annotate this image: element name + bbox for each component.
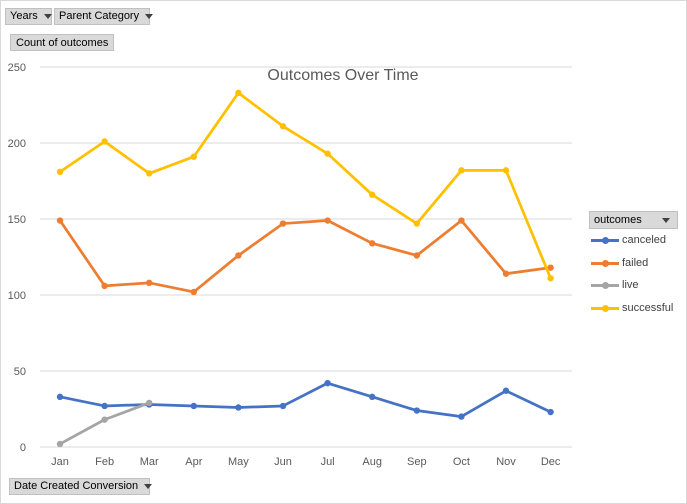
- years-filter-button[interactable]: Years: [5, 8, 52, 25]
- data-point-canceled: [458, 413, 465, 420]
- chevron-down-icon: [662, 218, 670, 223]
- parent-category-filter-button[interactable]: Parent Category: [54, 8, 154, 25]
- x-tick-label: Jun: [274, 456, 292, 468]
- data-point-failed: [547, 264, 554, 271]
- data-point-failed: [235, 252, 242, 259]
- legend-label: successful: [622, 301, 674, 314]
- legend-item-canceled: canceled: [591, 233, 666, 247]
- legend-swatch: [591, 301, 619, 315]
- chart-title: Outcomes Over Time: [267, 67, 418, 84]
- legend-swatch: [591, 233, 619, 247]
- data-point-successful: [502, 167, 510, 174]
- data-point-failed: [56, 217, 64, 224]
- data-point-successful: [279, 123, 287, 130]
- data-point-live: [56, 440, 64, 448]
- legend-label: live: [622, 279, 639, 291]
- y-tick-label: 50: [14, 366, 26, 378]
- data-point-successful: [101, 138, 108, 145]
- data-point-successful: [190, 153, 197, 160]
- x-tick-label: Feb: [95, 456, 114, 468]
- legend-label: failed: [622, 256, 649, 269]
- legend-swatch: [591, 256, 619, 270]
- y-tick-label: 200: [8, 138, 26, 150]
- chevron-down-icon: [145, 14, 154, 19]
- x-tick-label: Mar: [140, 456, 159, 468]
- data-point-failed: [101, 282, 108, 290]
- data-point-failed: [413, 252, 420, 259]
- data-point-canceled: [56, 393, 64, 401]
- data-point-failed: [324, 217, 331, 224]
- y-tick-label: 250: [8, 62, 26, 74]
- y-tick-label: 0: [20, 442, 26, 454]
- series-line-canceled: [58, 381, 552, 418]
- legend-item-failed: failed: [591, 256, 648, 270]
- data-point-canceled: [413, 407, 420, 414]
- data-point-successful: [56, 168, 64, 176]
- x-tick-label: Nov: [496, 456, 516, 468]
- legend-filter-button[interactable]: outcomes: [589, 211, 678, 229]
- data-point-failed: [146, 279, 153, 287]
- data-point-failed: [369, 240, 376, 247]
- x-tick-label: Jan: [51, 456, 69, 468]
- data-point-successful: [413, 220, 420, 227]
- data-point-canceled: [190, 402, 197, 410]
- legend-header-label: outcomes: [594, 214, 642, 226]
- legend-item-live: live: [591, 278, 639, 292]
- data-point-successful: [324, 150, 331, 157]
- data-point-successful: [369, 191, 376, 198]
- axis-field-button[interactable]: Date Created Conversion: [9, 478, 153, 495]
- years-filter-label: Years: [10, 10, 38, 22]
- x-tick-label: Aug: [362, 456, 382, 468]
- data-point-canceled: [502, 387, 510, 394]
- data-point-successful: [146, 170, 153, 177]
- values-field-label: Count of outcomes: [16, 37, 109, 49]
- data-point-failed: [458, 217, 465, 224]
- data-point-failed: [190, 288, 197, 296]
- legend-item-successful: successful: [591, 301, 673, 315]
- data-point-live: [101, 416, 108, 423]
- data-point-successful: [458, 167, 465, 174]
- data-point-live: [146, 399, 153, 407]
- chevron-down-icon: [43, 14, 52, 19]
- series-line-successful: [58, 91, 552, 280]
- data-point-canceled: [369, 393, 376, 401]
- chevron-down-icon: [144, 484, 153, 489]
- data-point-canceled: [324, 379, 331, 387]
- x-tick-label: Apr: [185, 456, 202, 468]
- x-tick-label: May: [228, 456, 249, 468]
- parent-category-filter-label: Parent Category: [59, 10, 140, 22]
- values-field-button[interactable]: Count of outcomes: [10, 34, 115, 51]
- data-point-canceled: [547, 408, 554, 416]
- y-tick-label: 100: [8, 290, 26, 302]
- data-point-successful: [547, 275, 554, 282]
- data-point-canceled: [235, 404, 242, 411]
- data-point-canceled: [279, 402, 287, 410]
- data-point-failed: [279, 220, 287, 227]
- legend-label: canceled: [622, 234, 667, 246]
- x-tick-label: Jul: [321, 456, 335, 468]
- x-tick-label: Dec: [541, 456, 561, 468]
- axis-field-label: Date Created Conversion: [14, 480, 139, 492]
- legend-swatch: [591, 278, 619, 292]
- data-point-canceled: [101, 402, 108, 410]
- data-point-successful: [235, 89, 242, 97]
- data-point-failed: [502, 270, 510, 277]
- series-line-failed: [58, 219, 552, 294]
- x-tick-label: Sep: [407, 456, 427, 468]
- y-tick-label: 150: [8, 214, 26, 226]
- x-tick-label: Oct: [453, 456, 470, 468]
